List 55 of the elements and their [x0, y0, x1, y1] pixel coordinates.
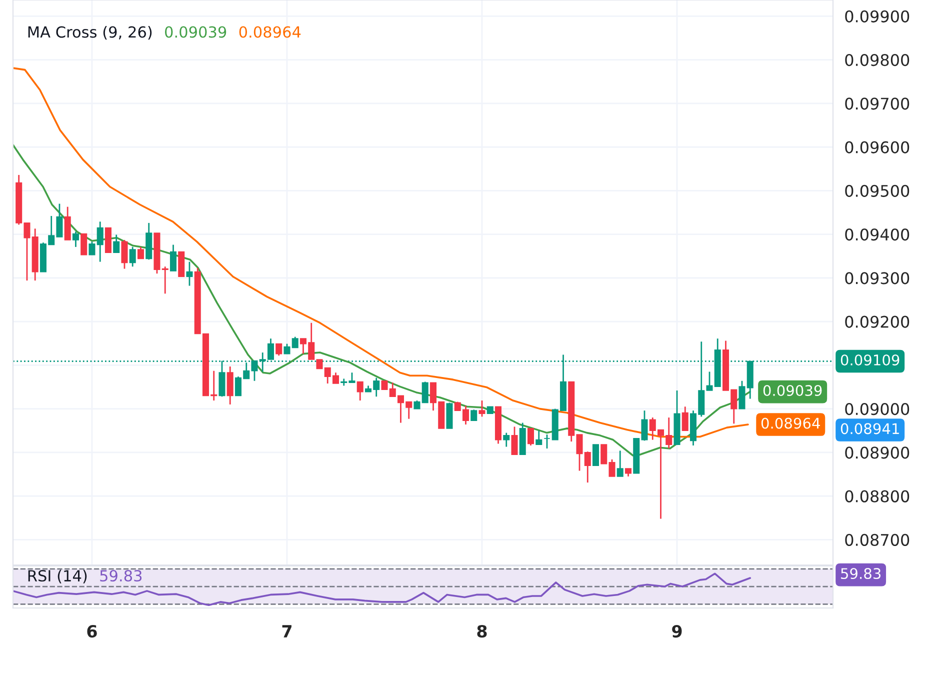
y-tick-label: 0.08800 [845, 490, 910, 502]
candlestick [129, 246, 136, 268]
y-tick-label: 0.09000 [845, 403, 910, 416]
candlestick [113, 234, 120, 254]
candlestick [536, 430, 542, 446]
x-tick-label: 9 [672, 624, 682, 638]
x-tick-label: 7 [282, 625, 292, 638]
text: 59.83 [841, 568, 881, 580]
annotation: 59.83 [100, 570, 142, 582]
y-tick-label: 0.09400 [845, 228, 910, 241]
annotation: 0.09039 [165, 26, 226, 38]
y-tick-label: 0.08700 [845, 534, 910, 546]
y-tick-label: 0.09300 [845, 272, 910, 284]
candlestick [511, 426, 518, 456]
candlestick [276, 343, 282, 356]
annotation: 0.08964 [239, 26, 301, 38]
candlestick [527, 428, 534, 446]
candlestick [682, 406, 688, 432]
y-tick-label: 0.09900 [845, 10, 910, 22]
candlestick [162, 266, 168, 294]
text: 0.08941 [840, 423, 899, 434]
candlestick [80, 233, 88, 256]
y-tick-label: 0.09700 [845, 98, 910, 110]
chart-title: RSI (14) [28, 570, 87, 584]
candlestick [121, 239, 128, 270]
x-tick-label: 6 [87, 624, 97, 638]
x-tick-label: 8 [477, 624, 487, 638]
y-tick-label: 0.09600 [845, 141, 910, 154]
candlestick [616, 450, 624, 478]
candlestick [72, 230, 79, 248]
candlestick [64, 206, 71, 241]
y-tick-label: 0.08900 [845, 446, 910, 459]
candlestick [96, 220, 104, 262]
candlestick [137, 246, 144, 260]
line-series [13, 67, 749, 438]
candlestick [478, 400, 486, 418]
candlestick [356, 381, 364, 402]
y-tick-label: 0.09800 [845, 54, 910, 66]
candlestick [88, 241, 96, 256]
line-series [13, 144, 751, 456]
candlestick [186, 261, 193, 286]
candlestick [292, 336, 298, 348]
candlestick [226, 366, 234, 406]
y-tick-label: 0.09200 [845, 316, 910, 328]
candlestick [284, 343, 290, 355]
ref-line-label: 0.09109 [840, 354, 900, 366]
candlestick [503, 432, 510, 448]
data-label: 0.09039 [763, 384, 822, 396]
candlestick [592, 444, 599, 466]
data-label: 0.08964 [761, 418, 820, 429]
candlestick [470, 408, 478, 422]
text: MA Cross (9, 26) [28, 26, 152, 40]
y-tick-label: 0.09500 [845, 184, 910, 197]
candlestick [170, 244, 176, 272]
candlestick [544, 434, 550, 450]
